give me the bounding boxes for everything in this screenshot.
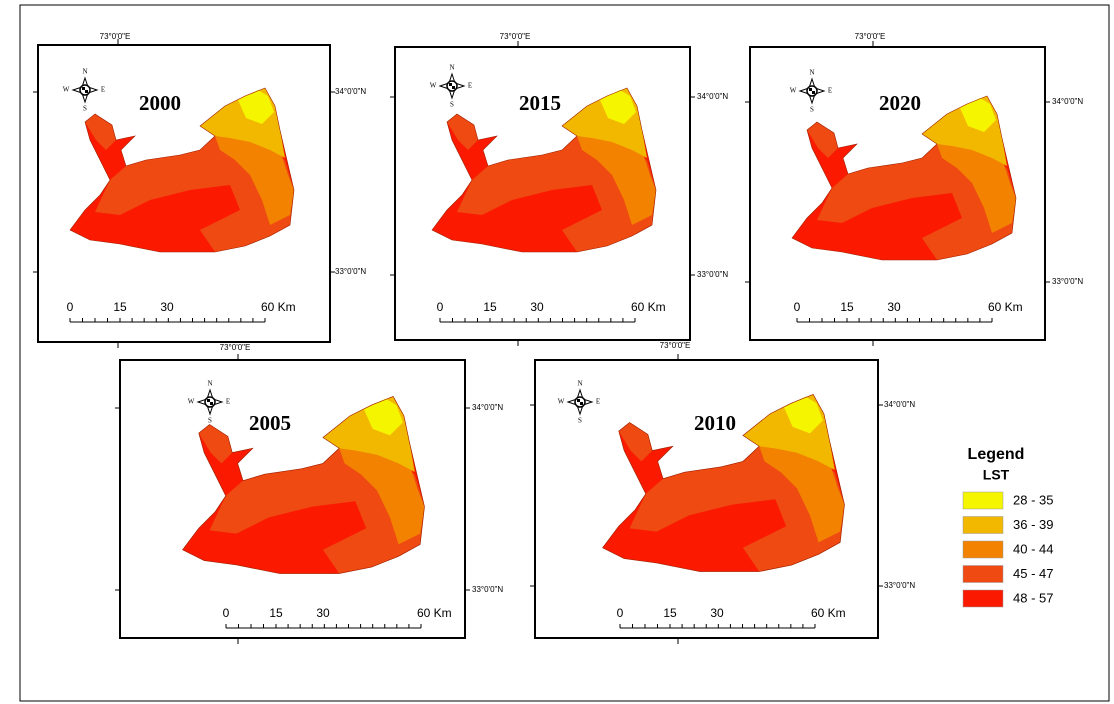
legend-label: 36 - 39 bbox=[1013, 517, 1053, 532]
north-arrow: N E S W bbox=[430, 64, 472, 109]
scale-label: 60 Km bbox=[811, 606, 846, 620]
longitude-label: 73°0'0"E bbox=[855, 32, 886, 41]
legend-label: 45 - 47 bbox=[1013, 566, 1053, 581]
compass-center bbox=[580, 402, 583, 405]
north-arrow: N E S W bbox=[558, 380, 600, 425]
north-arrow: N E S W bbox=[63, 68, 105, 113]
compass-letter: N bbox=[809, 69, 814, 77]
scale-label: 60 Km bbox=[988, 300, 1023, 314]
legend-subtitle: LST bbox=[983, 467, 1010, 483]
compass-center bbox=[812, 91, 815, 94]
latitude-label: 34°0'0"N bbox=[1052, 97, 1083, 106]
longitude-label: 73°0'0"E bbox=[660, 341, 691, 350]
scale-label: 0 bbox=[794, 300, 801, 314]
legend-swatch bbox=[963, 566, 1003, 583]
compass-letter: W bbox=[558, 398, 565, 406]
scale-label: 15 bbox=[840, 300, 854, 314]
compass-letter: S bbox=[450, 101, 454, 109]
compass-letter: W bbox=[790, 87, 797, 95]
scale-label: 60 Km bbox=[631, 300, 666, 314]
year-label: 2020 bbox=[879, 91, 921, 115]
compass-letter: W bbox=[430, 82, 437, 90]
compass-letter: S bbox=[83, 105, 87, 113]
scale-label: 60 Km bbox=[417, 606, 452, 620]
compass-letter: S bbox=[578, 417, 582, 425]
north-arrow: N E S W bbox=[188, 380, 230, 425]
compass-letter: N bbox=[207, 380, 212, 388]
compass-letter: E bbox=[468, 82, 472, 90]
latitude-label: 33°0'0"N bbox=[472, 585, 503, 594]
compass-center bbox=[207, 399, 210, 402]
scale-label: 0 bbox=[437, 300, 444, 314]
compass-letter: N bbox=[449, 64, 454, 72]
longitude-label: 73°0'0"E bbox=[500, 32, 531, 41]
year-label: 2005 bbox=[249, 411, 291, 435]
scale-label: 15 bbox=[663, 606, 677, 620]
compass-letter: E bbox=[828, 87, 832, 95]
compass-letter: W bbox=[63, 86, 70, 94]
legend-label: 28 - 35 bbox=[1013, 492, 1053, 507]
scale-label: 15 bbox=[113, 300, 127, 314]
north-arrow: N E S W bbox=[790, 69, 832, 114]
compass-center bbox=[85, 90, 88, 93]
latitude-label: 34°0'0"N bbox=[884, 400, 915, 409]
latitude-label: 33°0'0"N bbox=[335, 267, 366, 276]
compass-letter: N bbox=[82, 68, 87, 76]
compass-letter: E bbox=[596, 398, 600, 406]
year-label: 2015 bbox=[519, 91, 561, 115]
legend-swatch bbox=[963, 492, 1003, 509]
scale-label: 30 bbox=[316, 606, 330, 620]
scale-label: 15 bbox=[269, 606, 283, 620]
scale-label: 15 bbox=[483, 300, 497, 314]
scale-label: 30 bbox=[530, 300, 544, 314]
scale-label: 60 Km bbox=[261, 300, 296, 314]
legend-title: Legend bbox=[968, 446, 1025, 463]
lst-map bbox=[183, 396, 425, 573]
lst-map bbox=[792, 96, 1016, 260]
compass-center bbox=[210, 402, 213, 405]
latitude-label: 33°0'0"N bbox=[884, 581, 915, 590]
year-label: 2000 bbox=[139, 91, 181, 115]
compass-center bbox=[809, 88, 812, 91]
compass-letter: E bbox=[101, 86, 105, 94]
compass-letter: E bbox=[226, 398, 230, 406]
legend-swatch bbox=[963, 590, 1003, 607]
latitude-label: 34°0'0"N bbox=[697, 92, 728, 101]
outer-border bbox=[20, 5, 1109, 701]
latitude-label: 34°0'0"N bbox=[472, 403, 503, 412]
scale-label: 30 bbox=[887, 300, 901, 314]
compass-center bbox=[452, 86, 455, 89]
year-label: 2010 bbox=[694, 411, 736, 435]
legend-swatch bbox=[963, 541, 1003, 558]
scale-label: 30 bbox=[710, 606, 724, 620]
scale-label: 0 bbox=[67, 300, 74, 314]
compass-letter: N bbox=[577, 380, 582, 388]
figure: Legend LST 73°0'0"E 34°0'0"N 33°0'0"N 2000 N… bbox=[0, 0, 1114, 704]
scale-label: 0 bbox=[617, 606, 624, 620]
legend-label: 48 - 57 bbox=[1013, 590, 1053, 605]
compass-center bbox=[449, 83, 452, 86]
compass-letter: S bbox=[208, 417, 212, 425]
compass-letter: W bbox=[188, 398, 195, 406]
longitude-label: 73°0'0"E bbox=[100, 32, 131, 41]
scale-label: 0 bbox=[223, 606, 230, 620]
latitude-label: 34°0'0"N bbox=[335, 87, 366, 96]
lst-map bbox=[70, 88, 294, 252]
scale-label: 30 bbox=[160, 300, 174, 314]
compass-center bbox=[577, 399, 580, 402]
legend-label: 40 - 44 bbox=[1013, 541, 1053, 556]
compass-letter: S bbox=[810, 106, 814, 114]
latitude-label: 33°0'0"N bbox=[1052, 277, 1083, 286]
legend-swatch bbox=[963, 517, 1003, 534]
latitude-label: 33°0'0"N bbox=[697, 270, 728, 279]
longitude-label: 73°0'0"E bbox=[220, 343, 251, 352]
compass-center bbox=[82, 87, 85, 90]
